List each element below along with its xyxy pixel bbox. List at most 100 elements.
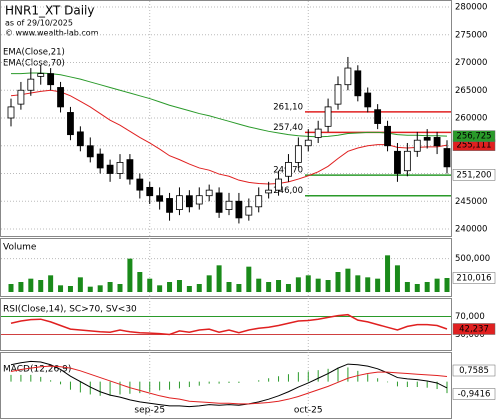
level-label: 246,00 bbox=[273, 186, 303, 196]
pane-label: RSI(Close,14), SC>70, SV<30 bbox=[3, 305, 137, 315]
volume-bar bbox=[305, 275, 311, 292]
volume-bar bbox=[18, 282, 24, 292]
legend-entry: EMA(Close,70) bbox=[3, 59, 65, 69]
volume-pane bbox=[0, 238, 452, 297]
rsi-pane bbox=[0, 298, 452, 351]
last-value-label: 0,7585 bbox=[459, 366, 489, 376]
candle-body bbox=[304, 139, 312, 147]
last-value-badge bbox=[452, 272, 496, 284]
legend-entry: EMA(Close,21) bbox=[3, 48, 65, 58]
candle-body bbox=[47, 73, 55, 86]
volume-bar bbox=[266, 282, 272, 292]
volume-bar bbox=[345, 268, 351, 292]
last-value-label: 251,200 bbox=[456, 170, 491, 180]
candle-body bbox=[176, 195, 183, 210]
volume-bar bbox=[434, 278, 440, 292]
volume-bar bbox=[355, 275, 361, 292]
level-label: 261,10 bbox=[273, 102, 303, 112]
candle-body bbox=[225, 200, 233, 210]
candle-body bbox=[215, 192, 223, 213]
y-tick-label: 265000 bbox=[455, 86, 487, 96]
y-tick-label: 500,000 bbox=[455, 254, 490, 264]
volume-bar bbox=[246, 266, 252, 292]
volume-bar bbox=[117, 284, 123, 292]
pane-label: Volume bbox=[3, 243, 37, 253]
candle-body bbox=[86, 145, 94, 158]
volume-bar bbox=[256, 278, 262, 292]
candle-body bbox=[334, 84, 342, 105]
volume-bar bbox=[137, 272, 143, 292]
volume-bar bbox=[97, 285, 103, 292]
y-tick-label: 275000 bbox=[455, 30, 487, 40]
candle-body bbox=[27, 78, 35, 91]
volume-bar bbox=[87, 286, 93, 292]
x-tick-label: sep-25 bbox=[134, 406, 165, 416]
last-value-label: 255,111 bbox=[456, 141, 491, 151]
macd-pane bbox=[0, 352, 452, 419]
last-value-label: 210,016 bbox=[456, 273, 491, 283]
volume-bar bbox=[107, 282, 113, 292]
volume-bar bbox=[77, 277, 83, 292]
last-value-badge bbox=[452, 323, 496, 335]
volume-bar bbox=[157, 285, 163, 292]
candle-body bbox=[67, 112, 74, 136]
candle-body bbox=[403, 150, 411, 172]
last-value-badge bbox=[452, 388, 496, 400]
credit: © www.wealth-lab.com bbox=[5, 29, 99, 38]
candle-body bbox=[394, 150, 401, 174]
volume-bar bbox=[285, 284, 291, 292]
y-tick-label: 245000 bbox=[455, 197, 487, 207]
candle-body bbox=[185, 195, 193, 208]
candle-body bbox=[205, 189, 213, 197]
volume-bar bbox=[444, 277, 450, 292]
subtitle: as of 29/10/2025 bbox=[5, 19, 73, 28]
candle-body bbox=[354, 70, 362, 97]
candle-body bbox=[37, 73, 45, 77]
rsi-line bbox=[10, 313, 448, 336]
candle-body bbox=[314, 128, 322, 138]
last-value-badge bbox=[452, 130, 496, 142]
y-tick-label: 240000 bbox=[455, 225, 487, 235]
volume-bar bbox=[335, 272, 341, 292]
candle-body bbox=[96, 153, 104, 169]
volume-bar bbox=[414, 284, 420, 292]
candle-body bbox=[294, 145, 302, 163]
chart-title: HNR1_XT Daily bbox=[5, 4, 95, 18]
volume-bar bbox=[276, 280, 282, 292]
volume-bar bbox=[236, 284, 242, 292]
ema-line bbox=[11, 72, 448, 138]
candle-body bbox=[374, 109, 382, 124]
macd-line bbox=[10, 365, 448, 405]
candle-body bbox=[443, 148, 451, 168]
candle-body bbox=[156, 195, 164, 202]
candle-body bbox=[136, 178, 144, 191]
candle-body bbox=[423, 137, 431, 141]
last-value-badge bbox=[452, 364, 496, 377]
candle-body bbox=[255, 195, 263, 208]
candle-body bbox=[126, 159, 134, 180]
volume-bar bbox=[28, 278, 34, 292]
volume-bar bbox=[196, 284, 202, 292]
volume-bar bbox=[167, 282, 173, 292]
last-value-label: 256,725 bbox=[456, 132, 491, 142]
y-tick-label: 280000 bbox=[455, 3, 487, 13]
candle-body bbox=[413, 139, 421, 152]
last-value-label: -0,9416 bbox=[458, 389, 491, 399]
volume-bar bbox=[8, 284, 14, 292]
volume-bar bbox=[147, 278, 153, 292]
volume-bar bbox=[48, 275, 54, 292]
candle-body bbox=[265, 189, 273, 194]
candle-body bbox=[285, 161, 292, 177]
candle-body bbox=[364, 92, 372, 108]
last-value-badge bbox=[452, 169, 496, 181]
volume-bar bbox=[394, 265, 400, 292]
candle-body bbox=[384, 125, 391, 147]
volume-bar bbox=[226, 282, 232, 292]
volume-bar bbox=[216, 265, 222, 292]
last-value-label: 42,237 bbox=[459, 324, 489, 334]
candle-body bbox=[275, 178, 282, 191]
candle-body bbox=[146, 186, 154, 197]
volume-bar bbox=[375, 278, 381, 292]
candle-body bbox=[324, 106, 332, 127]
volume-bar bbox=[186, 286, 192, 292]
